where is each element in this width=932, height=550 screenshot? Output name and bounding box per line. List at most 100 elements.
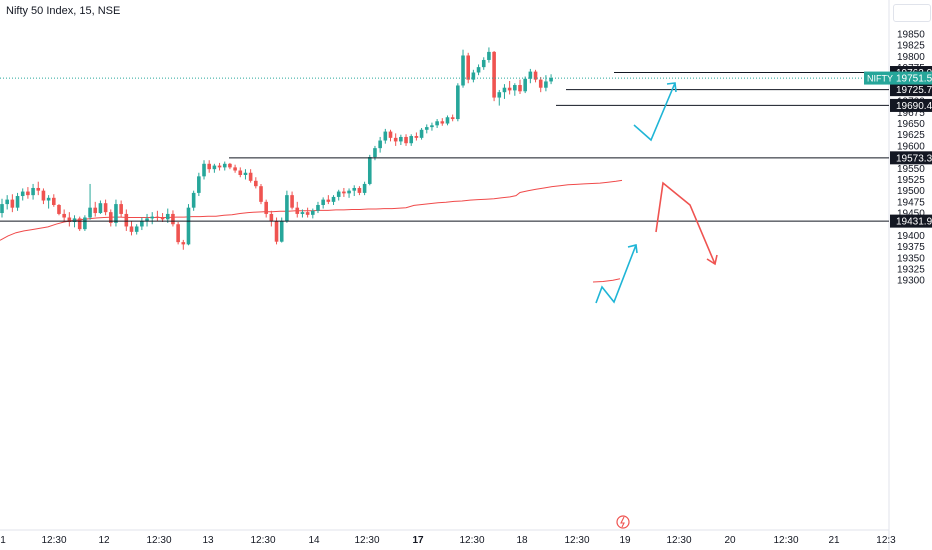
candle: [549, 74, 553, 84]
candle-body: [166, 214, 170, 219]
candle-body: [213, 166, 217, 170]
candle-body: [290, 195, 294, 208]
candle-body: [342, 192, 346, 194]
candle: [544, 75, 548, 91]
candle-body: [238, 171, 242, 175]
candle: [202, 160, 206, 179]
candle: [435, 119, 439, 128]
candle-body: [316, 205, 320, 211]
candle-body: [218, 166, 222, 168]
candle: [11, 194, 15, 212]
candle: [104, 200, 108, 216]
alert-icon[interactable]: [617, 516, 629, 528]
time-tick-label: 12:30: [564, 535, 589, 546]
candle: [52, 194, 56, 207]
candle-body: [202, 164, 206, 177]
candle-body: [280, 221, 284, 242]
candle: [218, 163, 222, 171]
time-tick-label: 19: [619, 535, 631, 546]
candle-body: [332, 197, 336, 202]
candle: [135, 224, 139, 234]
candle-body: [477, 67, 481, 72]
candle: [497, 90, 501, 106]
levels-layer: [0, 73, 889, 222]
candle-body: [347, 191, 351, 194]
candle-body: [295, 208, 299, 214]
candle-body: [425, 127, 429, 130]
price-tick-label: 19650: [897, 119, 925, 130]
candle-body: [441, 121, 445, 123]
candle: [145, 214, 149, 227]
candle-body: [150, 217, 154, 219]
candle-body: [264, 202, 268, 214]
candle: [26, 187, 30, 199]
candle: [415, 132, 419, 140]
candle: [254, 177, 258, 188]
time-tick-label: 12:30: [146, 535, 171, 546]
candle: [21, 188, 25, 200]
candle: [321, 197, 325, 208]
candle-body: [472, 72, 476, 79]
candle-body: [508, 88, 512, 91]
candle-body: [83, 218, 87, 230]
candle: [5, 195, 9, 209]
candle: [316, 202, 320, 213]
candle-body: [104, 203, 108, 212]
candle-body: [306, 212, 310, 215]
candle: [290, 192, 294, 210]
candle-body: [399, 137, 403, 141]
candle-body: [435, 121, 439, 125]
candle-body: [233, 167, 237, 170]
candle-body: [394, 138, 398, 142]
candle: [182, 240, 186, 250]
symbol-tag: NIFTY: [867, 74, 893, 84]
price-tick-label: 19850: [897, 30, 925, 41]
candle-body: [358, 188, 362, 193]
time-tick-label: 12:30: [354, 535, 379, 546]
price-tick-label: 19500: [897, 186, 925, 197]
time-tick-label: 18: [516, 535, 528, 546]
candle-body: [197, 176, 201, 193]
candle: [456, 83, 460, 121]
time-tick-label: 14: [308, 535, 320, 546]
candle: [93, 202, 97, 217]
candle-body: [57, 205, 61, 214]
candle-body: [192, 193, 196, 208]
candle: [337, 190, 341, 201]
candle: [513, 83, 517, 96]
candle-body: [363, 184, 367, 193]
candle-body: [0, 204, 4, 213]
candle: [238, 167, 242, 177]
candle-body: [78, 218, 82, 229]
level-price-label: 19573.35: [896, 153, 932, 164]
candle: [394, 133, 398, 146]
candle: [508, 81, 512, 94]
candle-body: [523, 79, 527, 92]
candle: [503, 84, 507, 99]
candle-body: [404, 137, 408, 143]
candle-body: [16, 196, 20, 208]
candle-body: [466, 55, 470, 79]
candle: [534, 70, 538, 83]
time-axis[interactable]: 1 12:30 12 12:30 13 12:30 14 12:30 17 12:30 18 12:3…: [0, 535, 896, 546]
candle-body: [119, 204, 123, 214]
candle: [244, 169, 248, 179]
candle-body: [47, 198, 51, 201]
candle: [114, 200, 118, 227]
candle: [441, 118, 445, 126]
candle-body: [249, 173, 253, 181]
price-tick-label: 19350: [897, 253, 925, 264]
candle: [492, 51, 496, 101]
candle: [420, 128, 424, 140]
price-tick-label: 19475: [897, 197, 925, 208]
candle: [404, 134, 408, 146]
price-tick-label: 19525: [897, 175, 925, 186]
price-tick-label: 19300: [897, 276, 925, 287]
price-tick-label: 19375: [897, 242, 925, 253]
candle: [171, 210, 175, 226]
candle: [358, 186, 362, 195]
candle: [347, 188, 351, 197]
candle: [125, 209, 129, 230]
candle: [295, 202, 299, 218]
